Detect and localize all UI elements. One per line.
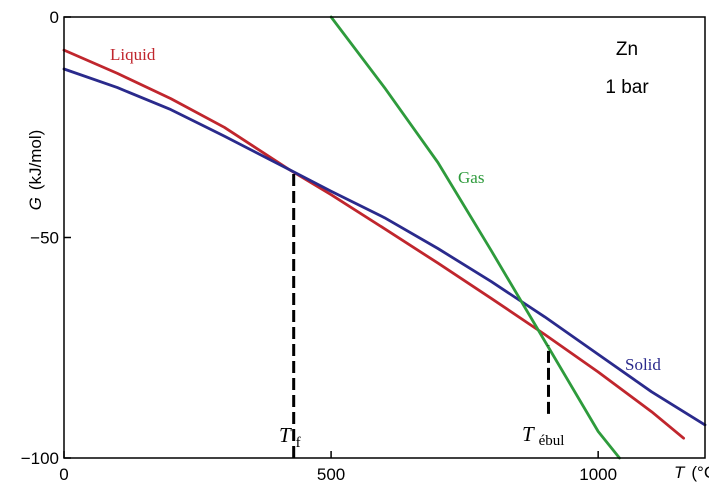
series-label-solid: Solid — [625, 355, 661, 374]
annotation-lines — [292, 169, 550, 458]
series-lines — [62, 15, 707, 460]
series-label-gas: Gas — [458, 168, 484, 187]
x-tick-label: 1000 — [579, 465, 617, 484]
y-tick-label: 0 — [50, 8, 59, 27]
series-line-solid — [62, 67, 707, 427]
x-tick-label: 0 — [59, 465, 68, 484]
y-tick-label: −100 — [21, 449, 59, 468]
series-label-liquid: Liquid — [110, 45, 156, 64]
element-label: Zn — [616, 39, 638, 60]
y-axis-label: G (kJ/mol) — [26, 130, 45, 211]
axis-ticks: 0 500 1000 0 −50 −100 — [21, 8, 617, 484]
annotation-label-tf: T f — [279, 423, 301, 451]
annotation-label-tebul: T ébul — [522, 422, 564, 449]
x-axis-label: T (°C) — [674, 463, 709, 482]
series-line-gas — [329, 15, 621, 460]
series-line-liquid — [62, 48, 685, 440]
x-tick-label: 500 — [317, 465, 345, 484]
pressure-label: 1 bar — [605, 77, 649, 98]
y-tick-label: −50 — [30, 229, 59, 248]
